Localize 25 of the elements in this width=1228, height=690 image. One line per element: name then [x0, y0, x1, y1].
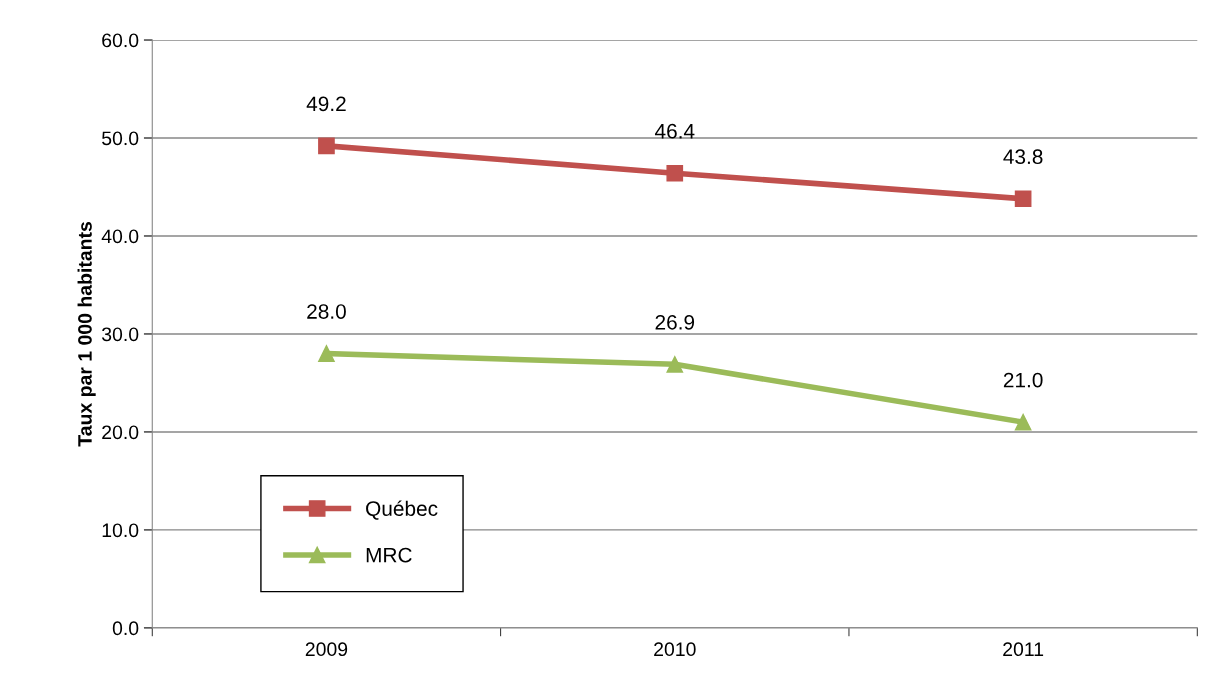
point: [318, 345, 335, 362]
data-label: 46.4: [654, 123, 695, 139]
y-axis-title: Taux par 1 000 habitants: [77, 222, 96, 447]
data-label: 43.8: [1003, 149, 1043, 165]
point: [1014, 413, 1032, 431]
data-label: 28.0: [307, 304, 346, 319]
point: [318, 137, 335, 155]
point: [666, 355, 684, 373]
legend-label: MRC: [366, 547, 412, 563]
y-tick-label: 30.0: [101, 327, 139, 342]
x-tick-label: 2009: [305, 642, 348, 657]
y-tick-label: 20.0: [102, 425, 139, 440]
x-tick-label: 2011: [1003, 642, 1044, 657]
point: [666, 164, 684, 182]
y-tick-label: 40.0: [101, 229, 139, 244]
y-tick-label: 0.0: [112, 621, 139, 636]
y-tick-label: 60.0: [102, 33, 139, 48]
y-tick-label: 50.0: [102, 131, 139, 146]
y-tick-label: 10.0: [102, 523, 139, 538]
data-label: 21.0: [1003, 372, 1043, 388]
legend-label: Québec: [366, 500, 438, 520]
data-label: 49.2: [306, 96, 346, 112]
x-tick-label: 2010: [654, 642, 696, 657]
data-label: 26.9: [655, 314, 695, 330]
point: [1014, 190, 1032, 208]
